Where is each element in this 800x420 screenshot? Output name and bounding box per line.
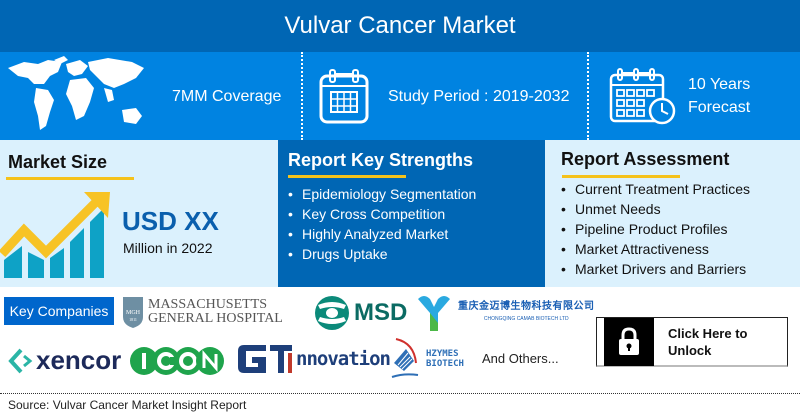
mgh-text: MASSACHUSETTS GENERAL HOSPITAL (148, 297, 283, 326)
logo-xencor: xencor (8, 345, 121, 376)
list-item: Highly Analyzed Market (284, 224, 476, 244)
xencor-mark-icon (8, 348, 33, 373)
market-size-value: USD XX (122, 206, 219, 236)
svg-text:MGH: MGH (126, 310, 141, 316)
key-strengths-panel: Report Key Strengths Epidemiology Segmen… (278, 140, 545, 287)
list-item: Pipeline Product Profiles (557, 219, 750, 239)
divider (587, 52, 589, 140)
logo-mgh: MGH 1811 MASSACHUSETTS GENERAL HOSPITAL (122, 295, 283, 329)
logo-gt-innovation: nnovation (236, 341, 391, 377)
key-strengths-list: Epidemiology Segmentation Key Cross Comp… (284, 184, 476, 264)
camab-y-icon (418, 296, 450, 331)
report-assessment-list: Current Treatment Practices Unmet Needs … (557, 179, 750, 279)
and-others-text: And Others... (482, 351, 559, 366)
list-item: Unmet Needs (557, 199, 750, 219)
list-item: Epidemiology Segmentation (284, 184, 476, 204)
report-assessment-title: Report Assessment (561, 149, 730, 169)
title-underline (288, 175, 406, 178)
feature-row: 7MM Coverage Study Period : 2019-2032 (0, 52, 800, 140)
gt-mark-icon (238, 345, 292, 373)
page-title-bar: Vulvar Cancer Market (0, 0, 800, 52)
report-assessment-panel: Report Assessment Current Treatment Prac… (545, 140, 800, 287)
mgh-shield-icon: MGH 1811 (123, 297, 143, 328)
key-strengths-title: Report Key Strengths (288, 150, 474, 170)
feature-coverage: 7MM Coverage (4, 52, 294, 140)
page-title: Vulvar Cancer Market (284, 12, 516, 39)
msd-mark-icon (315, 296, 349, 330)
forecast-label: 10 Years Forecast (688, 73, 750, 119)
lock-box (604, 318, 654, 366)
unlock-button[interactable]: Click Here to Unlock (596, 317, 788, 367)
icon-plc-logo (130, 347, 224, 375)
hzymes-mark-icon (391, 338, 419, 378)
key-companies-section: Key Companies MGH 1811 MASSACHUSETTS GEN… (0, 287, 800, 393)
study-period-label: Study Period : 2019-2032 (388, 87, 570, 105)
title-underline (562, 175, 680, 178)
market-size-panel: Market Size USD XX Million in 2022 (0, 140, 278, 287)
world-map-icon (8, 56, 144, 130)
divider (301, 52, 303, 140)
list-item: Market Attractiveness (557, 239, 750, 259)
calendar-icon (319, 69, 369, 124)
logo-hzymes-biotech: HZYMES BIOTECH (390, 337, 464, 381)
forecast-label-line2: Forecast (688, 99, 751, 116)
list-item: Key Cross Competition (284, 204, 476, 224)
lock-icon (619, 327, 639, 355)
key-companies-label: Key Companies (4, 297, 114, 325)
svg-text:1811: 1811 (129, 317, 137, 322)
title-underline (6, 177, 134, 180)
feature-forecast: 10 Years Forecast (608, 52, 798, 140)
forecast-label-line1: 10 Years (688, 76, 751, 93)
logo-msd: MSD (314, 295, 407, 331)
source-text: Source: Vulvar Cancer Market Insight Rep… (8, 398, 247, 412)
logo-chongqing-camab: 重庆金迈博生物科技有限公司 CHONGQING CAMAB BIOTECH LT… (416, 293, 595, 333)
list-item: Drugs Uptake (284, 244, 476, 264)
coverage-label: 7MM Coverage (172, 87, 282, 105)
logo-icon-plc (130, 345, 226, 377)
unlock-label: Click Here to Unlock (668, 325, 748, 358)
list-item: Market Drivers and Barriers (557, 259, 750, 279)
list-item: Current Treatment Practices (557, 179, 750, 199)
calendar-clock-icon (609, 68, 676, 125)
market-size-subtitle: Million in 2022 (123, 240, 213, 256)
growth-chart-icon (0, 192, 110, 278)
feature-study-period: Study Period : 2019-2032 (318, 52, 578, 140)
market-size-title: Market Size (8, 152, 108, 172)
footer-divider (0, 393, 800, 394)
